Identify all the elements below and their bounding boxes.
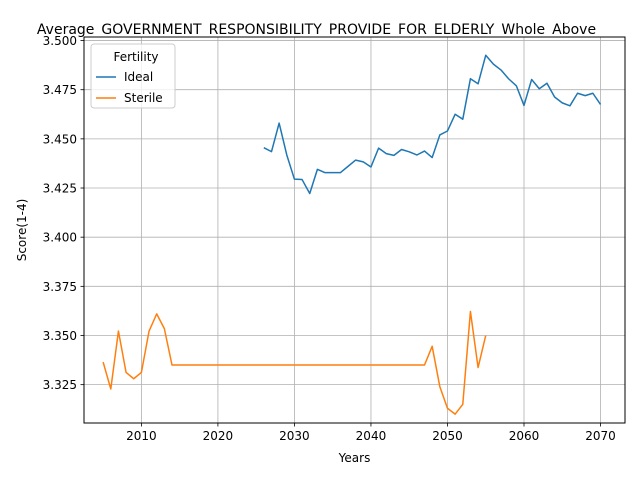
- y-tick-label: 3.450: [43, 132, 77, 146]
- y-tick-label: 3.425: [43, 182, 77, 196]
- x-tick-label: 2050: [432, 429, 463, 443]
- x-tick-label: 2060: [509, 429, 540, 443]
- y-axis-label: Score(1-4): [15, 199, 29, 262]
- y-tick-label: 3.325: [43, 378, 77, 392]
- legend: Fertility Ideal Sterile: [91, 44, 175, 108]
- x-tick-label: 2040: [356, 429, 387, 443]
- y-tick-label: 3.400: [43, 231, 77, 245]
- x-axis-label: Years: [338, 451, 371, 465]
- series-lines: [103, 55, 600, 414]
- chart-title: Average_GOVERNMENT_RESPONSIBILITY_PROVID…: [37, 22, 604, 38]
- y-tick-label: 3.350: [43, 329, 77, 343]
- series-line-ideal: [264, 55, 601, 193]
- y-tick-label: 3.375: [43, 280, 77, 294]
- y-tick-label: 3.500: [43, 34, 77, 48]
- x-tick-label: 2010: [126, 429, 157, 443]
- legend-title: Fertility: [113, 50, 158, 64]
- legend-label-sterile: Sterile: [124, 91, 163, 105]
- x-tick-label: 2020: [203, 429, 234, 443]
- legend-label-ideal: Ideal: [124, 70, 153, 84]
- y-tick-label: 3.475: [43, 83, 77, 97]
- x-tick-label: 2030: [279, 429, 310, 443]
- x-tick-label: 2070: [585, 429, 616, 443]
